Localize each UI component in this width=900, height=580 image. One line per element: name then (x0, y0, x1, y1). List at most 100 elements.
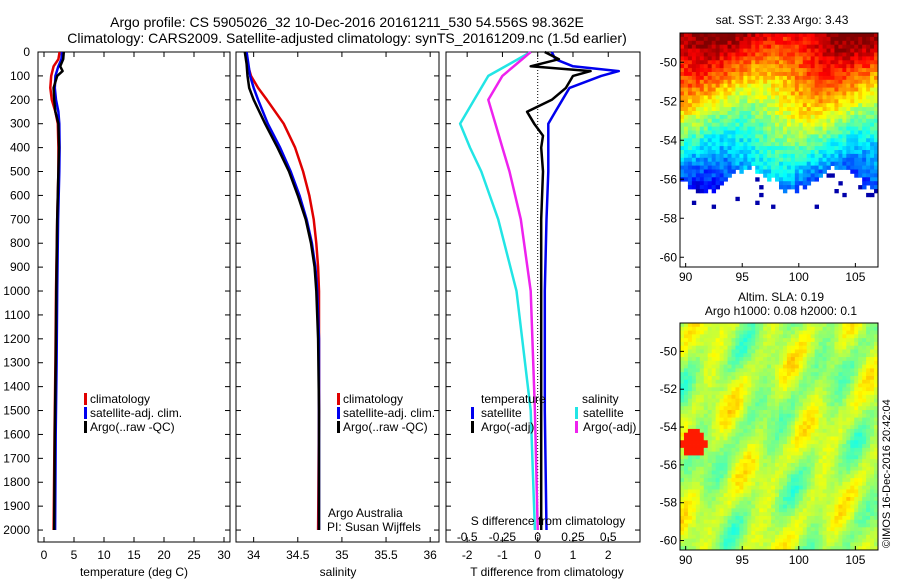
heatmap-cell (866, 48, 871, 53)
heatmap-cell (846, 459, 851, 464)
heatmap-cell (842, 323, 847, 328)
heatmap-cell (711, 118, 717, 124)
heatmap-cell (735, 68, 740, 73)
heatmap-cell (830, 375, 835, 381)
heatmap-cell (735, 323, 740, 328)
heatmap-cell (703, 406, 709, 411)
heatmap-cell (727, 341, 732, 347)
heatmap-cell (850, 489, 855, 494)
heatmap-cell (810, 150, 816, 155)
heatmap-cell (838, 398, 843, 403)
heatmap-cell (842, 504, 847, 509)
heatmap-cell (771, 353, 776, 358)
heatmap-cell (854, 413, 859, 418)
heatmap-cell (703, 531, 709, 536)
heatmap-cell (695, 372, 701, 377)
heatmap-cell (862, 95, 867, 100)
heatmap-cell (683, 353, 689, 358)
heatmap-cell (866, 360, 871, 366)
heatmap-cell (755, 36, 760, 42)
x-tick-label: 15 (127, 548, 141, 562)
heatmap-cell (683, 118, 689, 124)
heatmap-cell (814, 353, 819, 358)
heatmap-cell (790, 52, 796, 57)
heatmap-cell (834, 153, 839, 159)
heatmap-cell (759, 459, 764, 464)
heatmap-cell (806, 107, 812, 112)
heatmap-cell (842, 334, 847, 339)
heatmap-cell (786, 508, 792, 513)
heatmap-cell (790, 44, 796, 49)
heatmap-cell (735, 504, 740, 509)
heatmap-cell (691, 130, 697, 135)
heatmap-cell (719, 500, 724, 505)
heatmap-cell (711, 481, 717, 487)
heatmap-cell (858, 357, 863, 362)
heatmap-cell (719, 383, 724, 388)
heatmap-cell (798, 72, 804, 77)
heatmap-cell (703, 153, 709, 159)
heatmap-cell (866, 349, 871, 354)
heatmap-cell (822, 326, 827, 331)
heatmap-cell (719, 402, 724, 407)
heatmap-cell (723, 489, 728, 494)
heatmap-cell (818, 375, 823, 381)
heatmap-cell (680, 432, 685, 437)
heatmap-cell (719, 512, 724, 517)
heatmap-cell (786, 173, 792, 178)
heatmap-cell (707, 122, 713, 127)
x-tick-label: 35.5 (374, 548, 398, 562)
heatmap-cell (850, 436, 855, 441)
heatmap-cell (723, 173, 728, 178)
heatmap-cell (695, 107, 701, 112)
heatmap-cell (782, 56, 788, 61)
heatmap-cell (715, 72, 720, 77)
heatmap-cell (858, 368, 863, 373)
heatmap-cell (870, 36, 875, 42)
heatmap-cell (826, 111, 831, 116)
heatmap-cell (691, 489, 697, 494)
heatmap-cell (842, 126, 847, 131)
heatmap-cell (707, 508, 713, 513)
heatmap-cell (747, 142, 752, 147)
heatmap-cell (711, 107, 717, 112)
heatmap-cell (870, 126, 875, 131)
heatmap-cell (814, 459, 819, 464)
heatmap-cell (711, 349, 717, 354)
heatmap-cell (680, 519, 685, 524)
heatmap-cell (699, 87, 705, 92)
heatmap-cell (719, 470, 724, 475)
heatmap-cell (838, 126, 843, 131)
heatmap-cell (767, 142, 772, 147)
heatmap-cell (739, 474, 744, 479)
heatmap-cell (707, 406, 713, 411)
heatmap-cell (794, 459, 800, 464)
heatmap-cell (731, 402, 736, 407)
heatmap-cell (846, 91, 851, 96)
heatmap-cell (822, 485, 827, 490)
heatmap-cell (779, 413, 784, 418)
heatmap-cell (771, 72, 776, 77)
heatmap-cell (790, 394, 796, 400)
difference-profile-panel: -2 -1 0 1 2-0.5 -0.25 0 0.25 0.5 S difference fr… (445, 50, 641, 579)
heatmap-cell (846, 44, 851, 49)
heatmap-cell (850, 474, 855, 479)
heatmap-cell (786, 379, 792, 384)
heatmap-cell (743, 531, 748, 536)
heatmap-cell (822, 459, 827, 464)
heatmap-cell (842, 406, 847, 411)
heatmap-cell (834, 432, 839, 437)
heatmap-cell (810, 157, 816, 163)
heatmap-cell (711, 425, 717, 430)
heatmap-cell (735, 360, 740, 366)
heatmap-cell (695, 349, 701, 354)
heatmap-cell (771, 444, 776, 449)
heatmap-cell (763, 326, 768, 331)
heatmap-cell (711, 523, 717, 528)
heatmap-cell (707, 451, 713, 456)
heatmap-cell (735, 493, 740, 498)
heatmap-cell (846, 515, 851, 521)
heatmap-cell (703, 470, 709, 475)
heatmap-cell (834, 338, 839, 343)
heatmap-cell (854, 122, 859, 127)
